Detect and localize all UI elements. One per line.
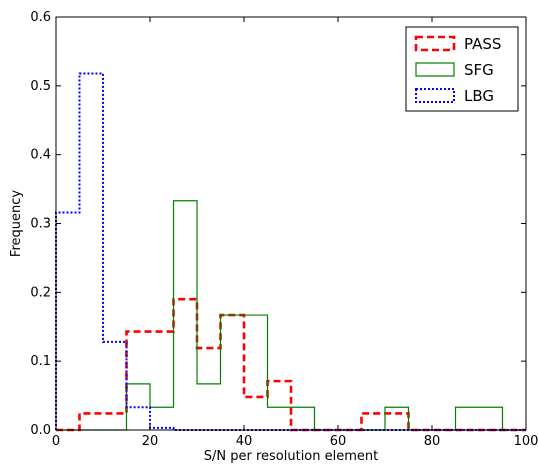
legend-label-pass: PASS: [464, 35, 501, 53]
legend-label-sfg: SFG: [464, 61, 494, 79]
legend: PASS SFG LBG: [405, 26, 519, 112]
bar-pass-6: [197, 348, 221, 430]
x-tick-label: 40: [236, 434, 253, 449]
y-tick-label: 0.1: [30, 354, 51, 369]
legend-box: [405, 26, 519, 112]
bar-sfg-8: [244, 315, 268, 430]
x-tick-label: 100: [514, 434, 539, 449]
series-layer: [55, 72, 526, 432]
bar-sfg-17: [456, 407, 480, 430]
legend-swatch-sfg: [415, 62, 455, 77]
y-axis-label: Frequency: [9, 190, 24, 257]
bar-sfg-10: [291, 407, 315, 430]
legend-swatch-pass: [414, 35, 456, 52]
y-tick-label: 0.2: [30, 285, 51, 300]
bar-pass-8: [244, 397, 268, 430]
legend-swatch-lbg: [415, 88, 455, 103]
bar-sfg-18: [479, 407, 503, 430]
bar-lbg-3: [127, 407, 151, 430]
bar-pass-9: [268, 381, 292, 430]
legend-label-lbg: LBG: [464, 87, 494, 105]
x-tick-label: 80: [424, 434, 441, 449]
x-tick-label: 20: [142, 434, 159, 449]
bar-sfg-14: [385, 407, 409, 430]
bar-sfg-4: [150, 407, 174, 430]
y-tick-label: 0.6: [30, 10, 51, 25]
bar-lbg-2: [103, 342, 127, 430]
bar-sfg-6: [197, 384, 221, 430]
x-axis-label: S/N per resolution element: [204, 449, 379, 464]
bar-sfg-5: [174, 201, 198, 430]
y-tick-label: 0.0: [30, 423, 51, 438]
bar-pass-5: [174, 299, 198, 430]
bar-pass-4: [150, 332, 174, 430]
ticks-layer: 0 20 40 60 80 100 0.0 0.1 0.2 0.3 0.4 0.5 0.6: [30, 10, 538, 449]
bar-sfg-9: [268, 407, 292, 430]
bar-pass-1: [80, 413, 104, 430]
bar-lbg-1: [80, 73, 104, 430]
bar-pass-2: [103, 413, 127, 430]
x-tick-label: 60: [330, 434, 347, 449]
bar-pass-3: [127, 332, 151, 430]
y-tick-label: 0.5: [30, 79, 51, 94]
y-tick-label: 0.3: [30, 217, 51, 232]
bar-pass-14: [385, 413, 409, 430]
x-tick-label: 0: [52, 434, 60, 449]
bar-lbg-0: [56, 212, 80, 430]
bar-pass-7: [221, 315, 245, 430]
bar-pass-13: [362, 413, 386, 430]
y-tick-label: 0.4: [30, 148, 51, 163]
bar-sfg-7: [221, 315, 245, 430]
